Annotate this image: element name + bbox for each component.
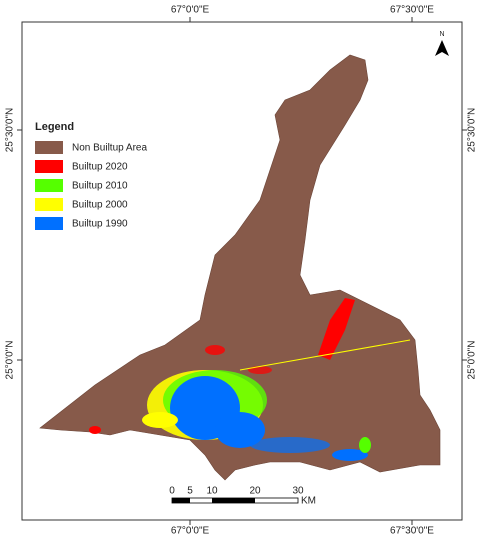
legend-swatch	[35, 217, 63, 230]
legend: Non Builtup Area Builtup 2020 Builtup 2010…	[35, 141, 147, 230]
legend-label: Builtup 2010	[72, 181, 128, 192]
legend-swatch	[35, 160, 63, 173]
study-area	[39, 54, 441, 481]
coord-label: 67°0'0"E	[171, 526, 210, 537]
builtup-patches	[89, 298, 411, 461]
legend-label: Builtup 2020	[72, 162, 128, 173]
legend-label: Builtup 1990	[72, 219, 128, 230]
coord-label: 67°30'0"E	[390, 526, 434, 537]
scale-label: 5	[187, 486, 193, 497]
scale-label: 30	[292, 486, 304, 497]
legend-title: Legend	[35, 121, 74, 133]
north-arrow	[435, 40, 449, 56]
scale-label: 20	[249, 486, 261, 497]
coord-label: 25°30'0"N	[467, 108, 478, 153]
legend-swatch	[35, 141, 63, 154]
legend-label: Builtup 2000	[72, 200, 128, 211]
scale-label: 10	[206, 486, 218, 497]
coord-label: 25°30'0"N	[5, 108, 16, 153]
coord-label: 67°0'0"E	[171, 5, 210, 16]
graticule-ticks	[17, 17, 467, 525]
coord-label: 67°30'0"E	[390, 5, 434, 16]
coord-label: 25°0'0"N	[467, 341, 478, 380]
legend-label: Non Builtup Area	[72, 143, 147, 154]
scale-label: 0	[169, 486, 175, 497]
coord-label: 25°0'0"N	[5, 341, 16, 380]
scale-unit: KM	[301, 496, 316, 507]
scale-bar	[171, 497, 299, 504]
legend-swatch	[35, 198, 63, 211]
legend-swatch	[35, 179, 63, 192]
north-label: N	[439, 31, 444, 38]
